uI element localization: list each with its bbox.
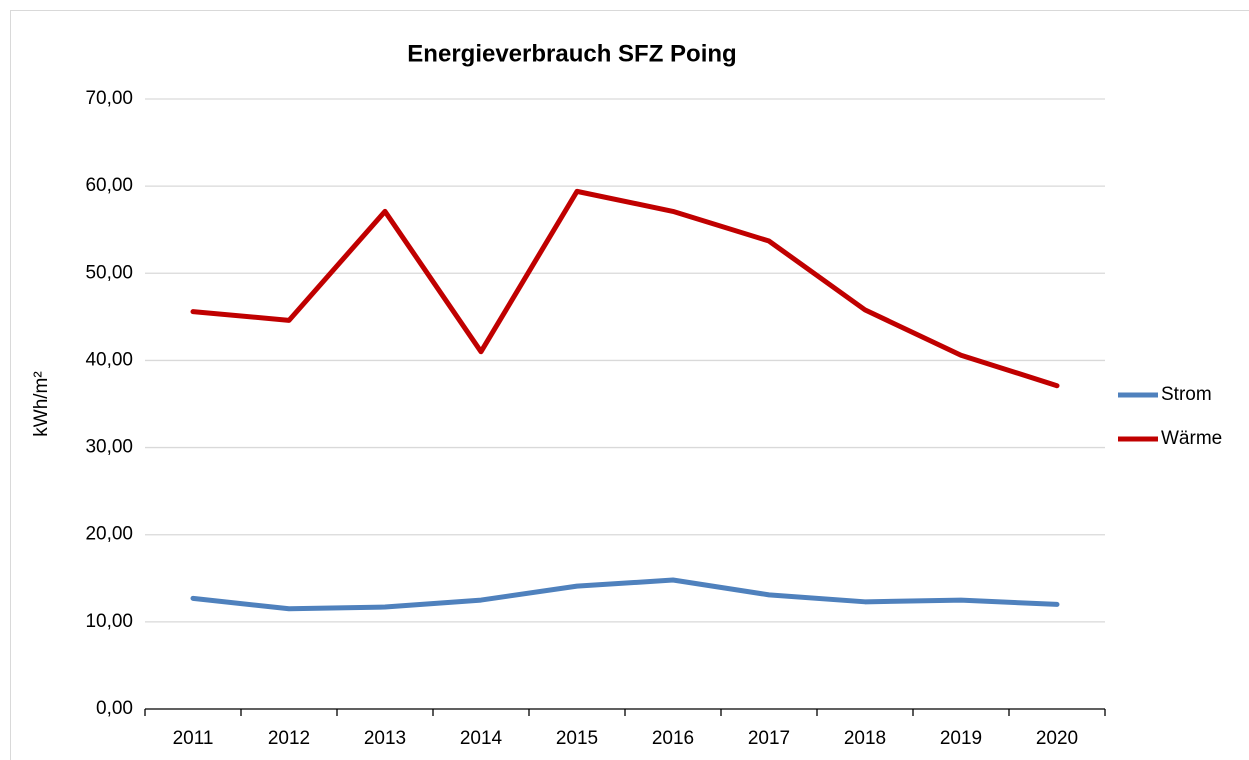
y-tick-label: 10,00: [85, 611, 133, 632]
legend-label: Strom: [1161, 384, 1212, 405]
y-tick-label: 0,00: [96, 698, 133, 719]
y-tick-label: 50,00: [85, 262, 133, 283]
y-tick-label: 20,00: [85, 524, 133, 545]
x-tick-label: 2018: [844, 728, 886, 749]
y-tick-label: 40,00: [85, 349, 133, 370]
x-tick-label: 2013: [364, 728, 406, 749]
x-tick-label: 2019: [940, 728, 982, 749]
legend-label: Wärme: [1161, 428, 1222, 449]
y-axis-label: kWh/m²: [31, 371, 52, 436]
chart-title: Energieverbrauch SFZ Poing: [407, 40, 736, 67]
y-tick-label: 60,00: [85, 175, 133, 196]
x-tick-label: 2017: [748, 728, 790, 749]
x-tick-label: 2011: [173, 728, 214, 749]
line-series: [190, 577, 1060, 612]
y-tick-label: 70,00: [85, 88, 133, 109]
line-series: [190, 188, 1060, 389]
x-tick-label: 2014: [460, 728, 503, 749]
y-tick-label: 30,00: [85, 437, 133, 458]
chart-border: [10, 10, 1249, 760]
x-tick-label: 2012: [268, 728, 310, 749]
x-tick-label: 2020: [1036, 728, 1078, 749]
x-tick-label: 2015: [556, 728, 598, 749]
x-tick-label: 2016: [652, 728, 694, 749]
